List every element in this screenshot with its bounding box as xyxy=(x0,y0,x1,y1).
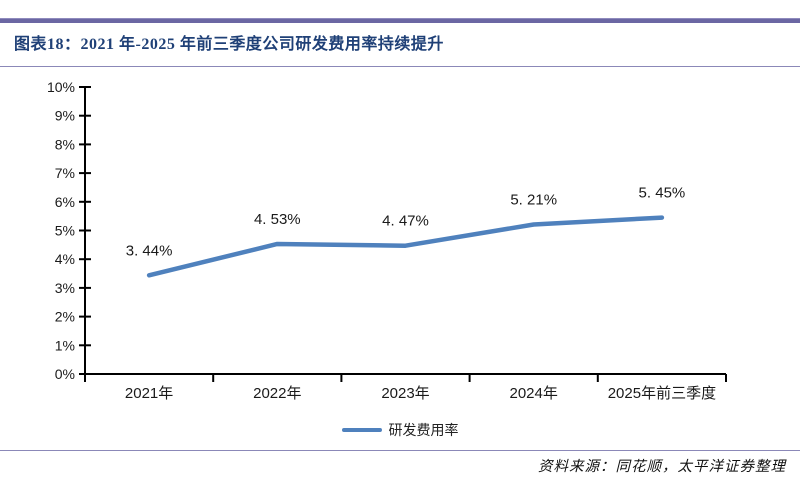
y-tick-label: 1% xyxy=(55,337,75,353)
line-chart: 0% 1% 2% 3% 4% 5% 6% 7% 8% 9% 10% 2021年 2022年 2023年 20… xyxy=(47,79,727,402)
data-point-label: 4. 47% xyxy=(382,213,429,230)
y-tick-label: 7% xyxy=(55,165,75,181)
y-tick-label: 3% xyxy=(55,280,75,296)
top-divider xyxy=(0,18,800,23)
y-tick-label: 6% xyxy=(55,194,75,210)
x-axis-label: 2022年 xyxy=(253,385,301,402)
data-point-label: 3. 44% xyxy=(126,242,173,259)
data-point-label: 5. 21% xyxy=(510,191,557,208)
y-tick-label: 0% xyxy=(55,366,75,382)
legend: 研发费用率 xyxy=(0,421,800,439)
footer-divider xyxy=(0,450,800,451)
x-axis-label: 2025年前三季度 xyxy=(608,385,716,402)
y-tick-label: 8% xyxy=(55,136,75,152)
y-tick-label: 10% xyxy=(47,79,75,95)
y-tick-label: 4% xyxy=(55,251,75,267)
x-axis-label: 2024年 xyxy=(510,385,558,402)
title-divider xyxy=(0,66,800,67)
trend-line xyxy=(146,215,665,278)
legend-label: 研发费用率 xyxy=(388,424,459,439)
source-note: 资料来源：同花顺，太平洋证券整理 xyxy=(538,459,786,475)
x-axis-label: 2021年 xyxy=(125,385,173,402)
chart-title: 图表18：2021 年-2025 年前三季度公司研发费用率持续提升 xyxy=(14,36,444,53)
data-point-label: 4. 53% xyxy=(254,211,301,228)
y-tick-label: 2% xyxy=(55,309,75,325)
x-axis-label: 2023年 xyxy=(381,385,429,402)
legend-line-swatch xyxy=(341,428,382,432)
y-tick-label: 9% xyxy=(55,108,75,124)
data-point-label: 5. 45% xyxy=(639,185,686,202)
y-tick-label: 5% xyxy=(55,223,75,239)
